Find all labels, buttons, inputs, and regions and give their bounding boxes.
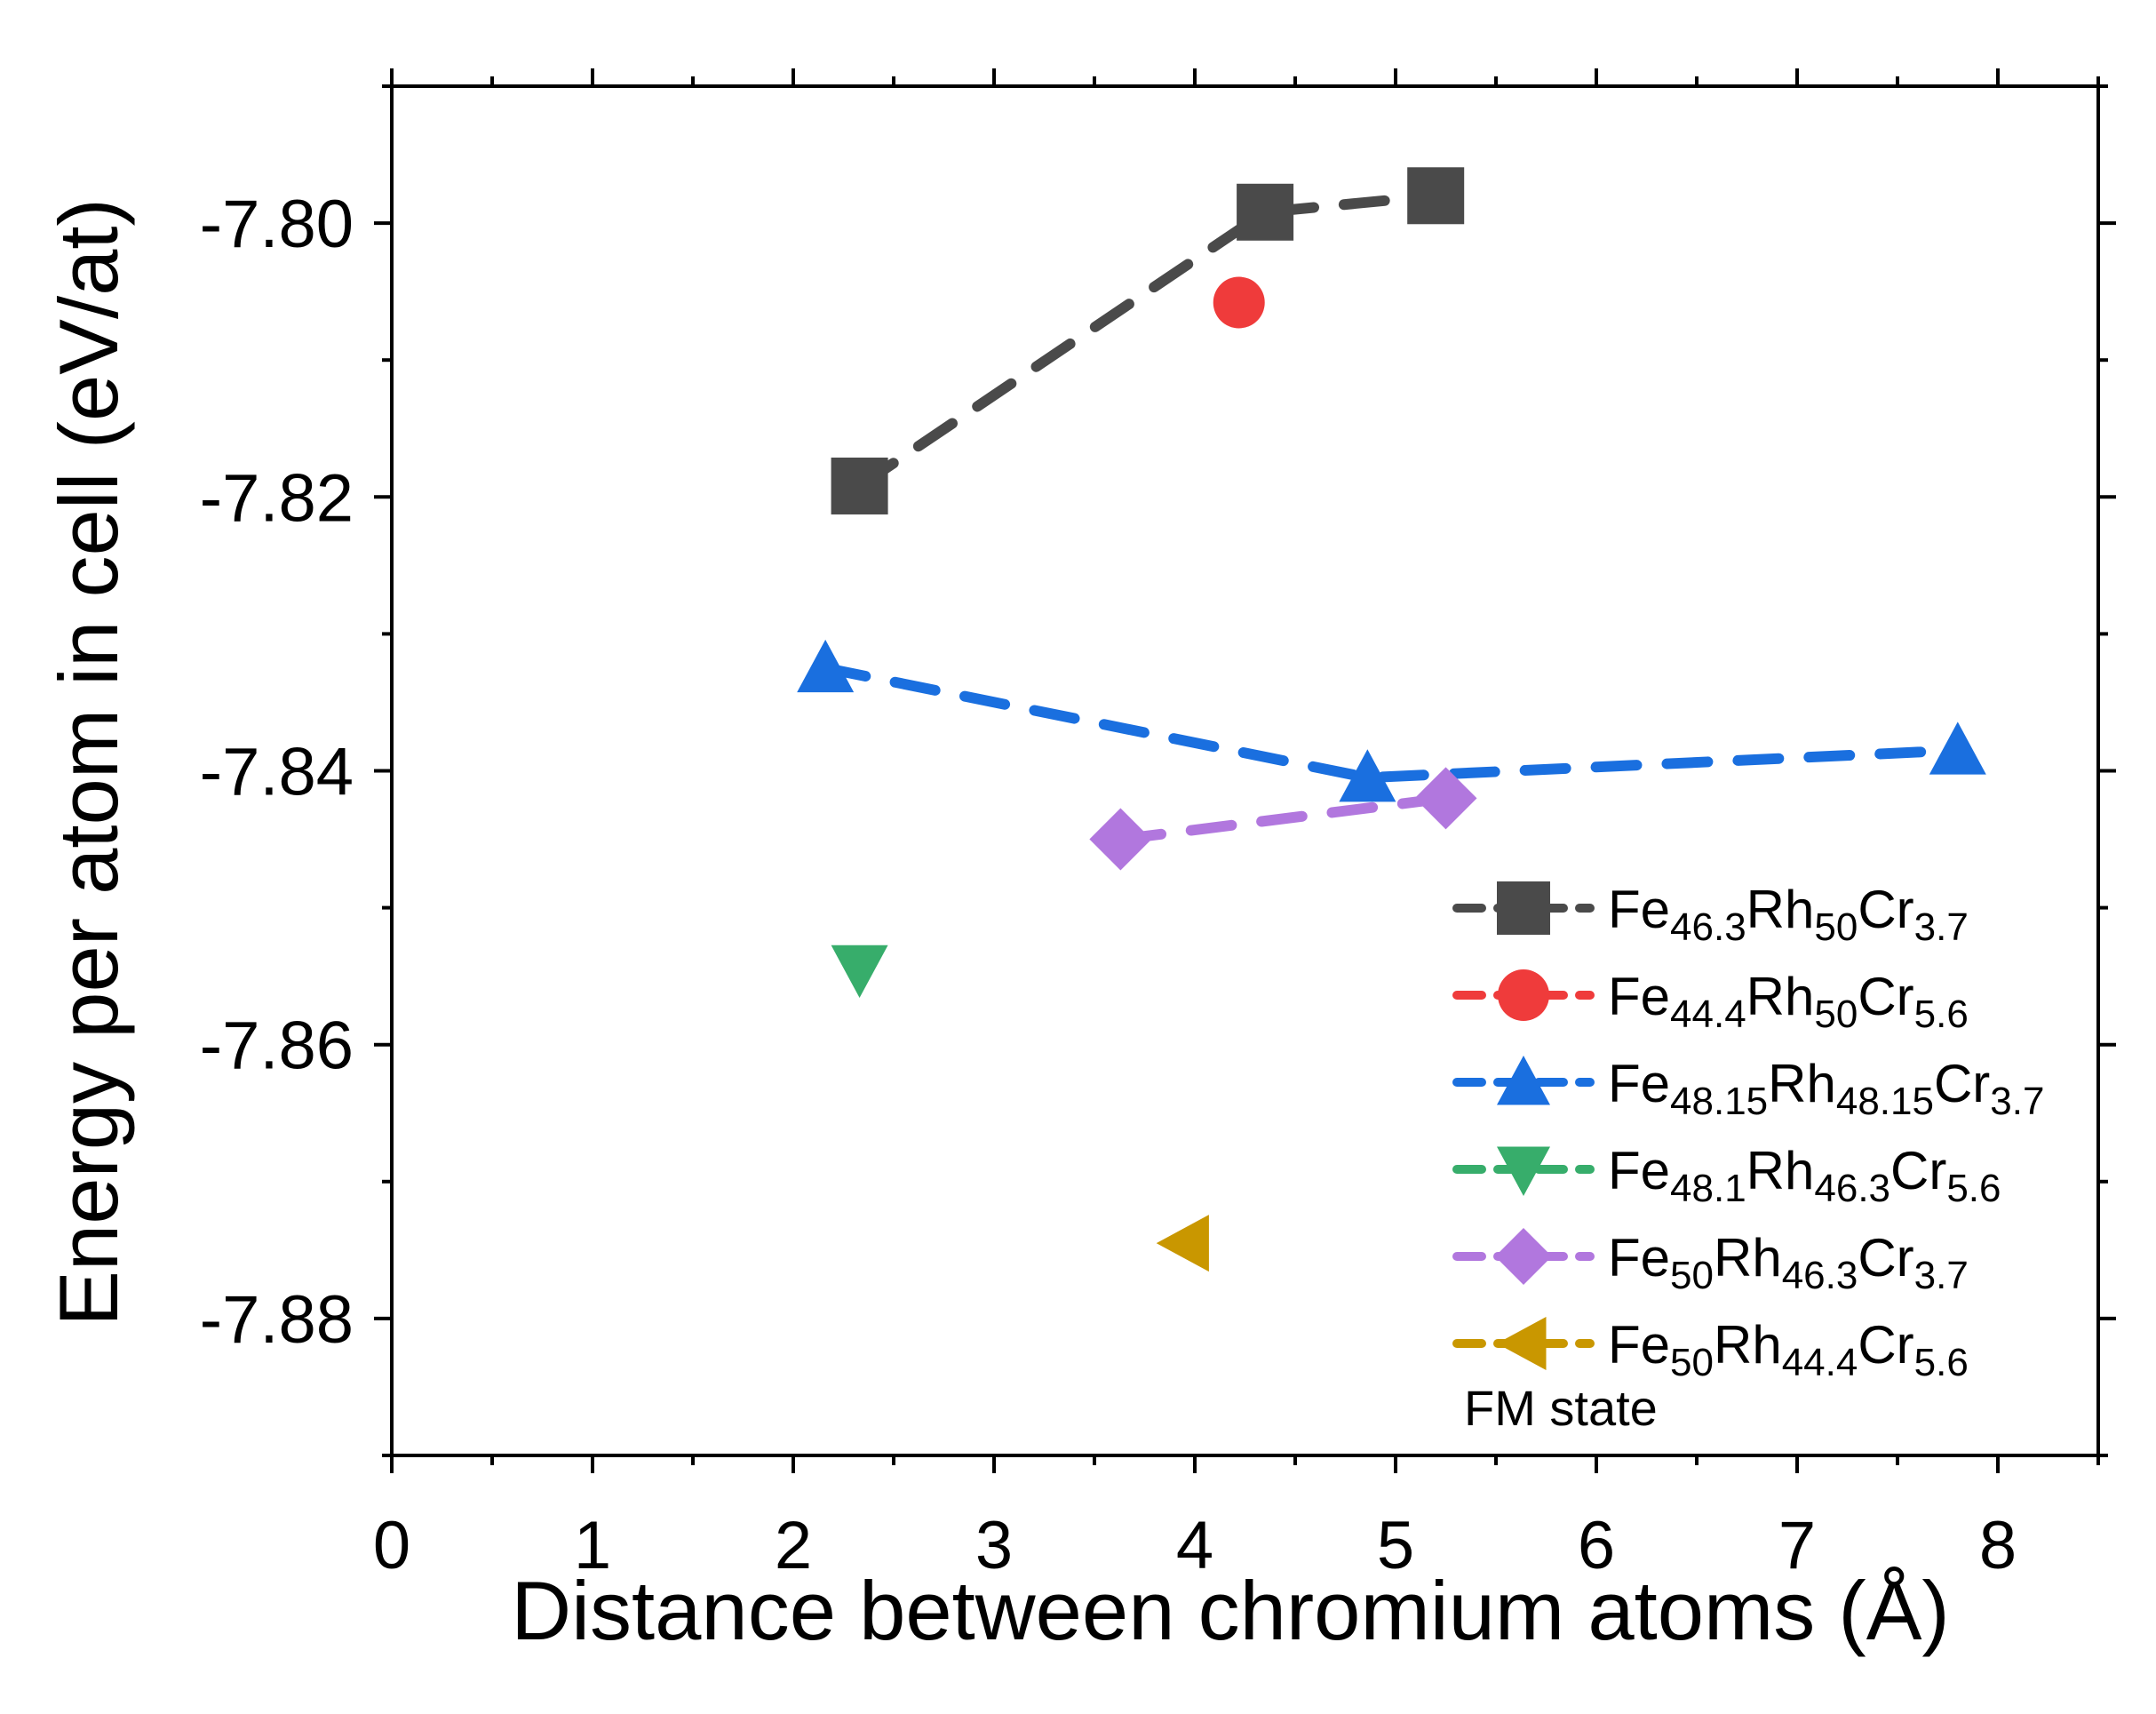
y-tick-label: -7.86: [200, 1008, 354, 1084]
legend-marker: [1497, 1317, 1547, 1370]
legend-marker: [1497, 1146, 1550, 1196]
series-line: [1115, 793, 1452, 845]
data-point: [1407, 167, 1465, 225]
legend-item: Fe50Rh46.3Cr3.7: [1452, 1228, 1969, 1297]
series-line: [820, 662, 1963, 784]
x-tick-label: 4: [1176, 1508, 1213, 1583]
series-5: [1156, 1215, 1209, 1272]
data-point: [831, 945, 888, 998]
legend-label: Fe48.1Rh46.3Cr5.6: [1608, 1141, 2001, 1210]
legend-item: Fe48.15Rh48.15Cr3.7: [1452, 1054, 2044, 1123]
data-point: [1339, 749, 1396, 802]
legend-label: Fe48.15Rh48.15Cr3.7: [1608, 1054, 2044, 1123]
x-tick-label: 1: [574, 1508, 611, 1583]
y-tick-label: -7.84: [200, 735, 354, 810]
series-1: [1213, 276, 1265, 329]
data-point: [1414, 767, 1477, 830]
legend-label: Fe44.4Rh50Cr5.6: [1608, 967, 1969, 1036]
legend-marker: [1498, 969, 1549, 1021]
x-tick-label: 8: [1979, 1508, 2017, 1583]
y-tick-label: -7.80: [200, 187, 354, 262]
series-2: [797, 639, 1986, 802]
y-tick-label: -7.88: [200, 1282, 354, 1358]
x-tick-label: 0: [373, 1508, 410, 1583]
legend-item: Fe44.4Rh50Cr5.6: [1452, 967, 1969, 1036]
y-axis-title: Energy per atom in cell (eV/at): [42, 198, 135, 1327]
x-tick-label: 7: [1778, 1508, 1816, 1583]
data-point: [1156, 1215, 1209, 1272]
x-tick-label: 2: [775, 1508, 812, 1583]
data-point: [1213, 276, 1265, 329]
series-3: [831, 945, 888, 998]
data-point: [1237, 183, 1294, 241]
x-tick-label: 5: [1377, 1508, 1414, 1583]
legend-item: Fe50Rh44.4Cr5.6: [1452, 1315, 1969, 1384]
data-point: [1929, 721, 1986, 775]
legend-label: Fe50Rh46.3Cr3.7: [1608, 1228, 1969, 1297]
y-tick-label: -7.82: [200, 460, 354, 536]
data-point: [1089, 808, 1152, 871]
legend-marker: [1497, 881, 1550, 935]
x-axis-title: Distance between chromium atoms (Å): [511, 1564, 1949, 1657]
legend-marker: [1497, 1056, 1550, 1105]
plot-area: 0 1 2 3 4 5 6 7 8 -7.80 -7.82 -7.84 -7.86 -7.88 Fe46.3…: [200, 68, 2116, 1583]
legend-item: Fe48.1Rh46.3Cr5.6: [1452, 1141, 2001, 1210]
series-0: [831, 167, 1465, 514]
data-point: [797, 639, 855, 693]
series-line: [854, 190, 1442, 491]
legend-label: Fe46.3Rh50Cr3.7: [1608, 880, 1969, 949]
x-tick-label: 6: [1578, 1508, 1615, 1583]
legend: Fe46.3Rh50Cr3.7 Fe44.4Rh50Cr5.6 Fe48.15Rh4…: [1452, 880, 2044, 1384]
data-point: [831, 457, 888, 514]
annotation-fm-state: FM state: [1464, 1380, 1658, 1436]
series-4: [1089, 767, 1477, 871]
legend-label: Fe50Rh44.4Cr5.6: [1608, 1315, 1969, 1384]
legend-marker: [1495, 1228, 1552, 1285]
legend-item: Fe46.3Rh50Cr3.7: [1452, 880, 1969, 949]
x-tick-label: 3: [975, 1508, 1013, 1583]
